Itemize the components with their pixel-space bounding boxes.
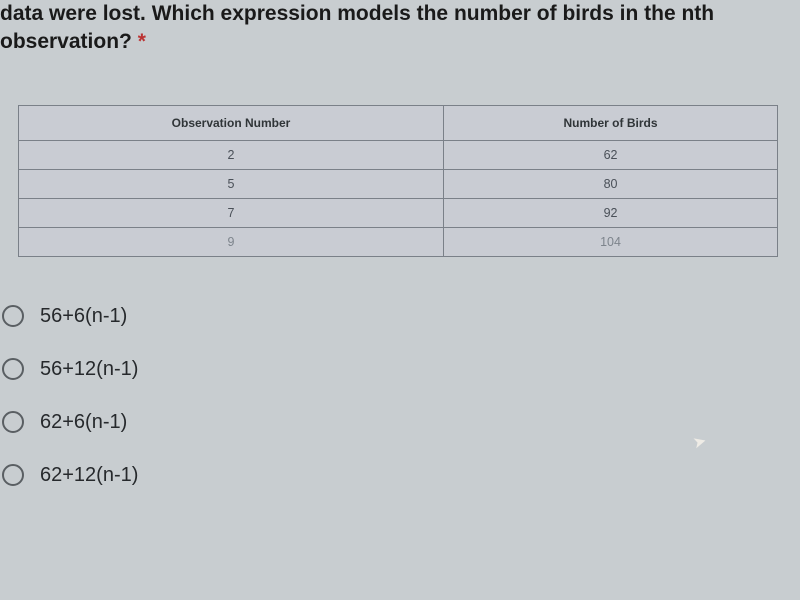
table-row: 2 62 bbox=[19, 140, 778, 169]
table-row: 7 92 bbox=[19, 198, 778, 227]
cell-birds: 80 bbox=[444, 169, 778, 198]
option-b[interactable]: 56+12(n-1) bbox=[2, 358, 800, 381]
radio-icon[interactable] bbox=[2, 305, 24, 327]
table-row: 5 80 bbox=[19, 169, 778, 198]
cell-observation: 9 bbox=[19, 227, 444, 256]
cell-observation: 2 bbox=[19, 140, 444, 169]
option-label: 62+6(n-1) bbox=[40, 411, 127, 434]
radio-icon[interactable] bbox=[2, 358, 24, 380]
data-table-container: Observation Number Number of Birds 2 62 … bbox=[18, 105, 778, 257]
table-row: 9 104 bbox=[19, 227, 778, 256]
col-header-observation: Observation Number bbox=[19, 105, 444, 140]
col-header-birds: Number of Birds bbox=[444, 105, 778, 140]
option-label: 62+12(n-1) bbox=[40, 464, 138, 487]
option-label: 56+6(n-1) bbox=[40, 305, 127, 328]
data-table: Observation Number Number of Birds 2 62 … bbox=[18, 105, 778, 257]
cell-observation: 7 bbox=[19, 198, 444, 227]
cell-birds: 62 bbox=[444, 140, 778, 169]
cell-birds: 104 bbox=[444, 227, 778, 256]
option-label: 56+12(n-1) bbox=[40, 358, 138, 381]
table-header-row: Observation Number Number of Birds bbox=[19, 105, 778, 140]
cell-birds: 92 bbox=[444, 198, 778, 227]
question-text: data were lost. Which expression models … bbox=[0, 0, 800, 65]
radio-icon[interactable] bbox=[2, 411, 24, 433]
option-c[interactable]: 62+6(n-1) bbox=[2, 411, 800, 434]
question-line-1: data were lost. Which expression models … bbox=[0, 2, 714, 25]
radio-icon[interactable] bbox=[2, 464, 24, 486]
question-line-2: observation? bbox=[0, 30, 132, 53]
cell-observation: 5 bbox=[19, 169, 444, 198]
option-d[interactable]: 62+12(n-1) bbox=[2, 464, 800, 487]
option-a[interactable]: 56+6(n-1) bbox=[2, 305, 800, 328]
answer-options: 56+6(n-1) 56+12(n-1) 62+6(n-1) 62+12(n-1… bbox=[0, 305, 800, 487]
required-asterisk: * bbox=[138, 30, 146, 53]
